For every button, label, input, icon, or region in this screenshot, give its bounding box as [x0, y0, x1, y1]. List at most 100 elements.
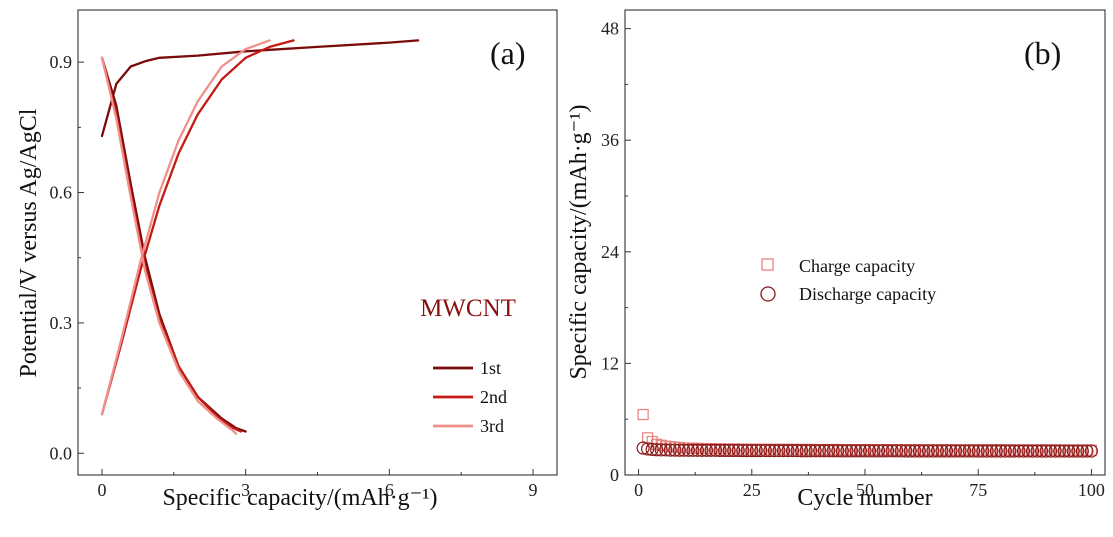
- cycle-2-charge-curve: [100, 39, 295, 416]
- discharge-capacity-point: [971, 444, 985, 458]
- discharge-capacity-point: [795, 444, 809, 458]
- discharge-capacity-point: [1030, 444, 1044, 458]
- cycle-3-charge-curve: [100, 39, 271, 416]
- discharge-capacity-point: [1021, 444, 1035, 458]
- series-discharge-markers: [636, 441, 1099, 458]
- discharge-capacity-point: [908, 444, 922, 458]
- discharge-capacity-point: [731, 443, 745, 458]
- panel-a-y-axis-title: Potential/V versus Ag/AgCl: [16, 108, 42, 377]
- discharge-capacity-point: [1075, 444, 1089, 458]
- x-tick-label: 3: [241, 480, 250, 500]
- x-tick-label: 0: [97, 480, 106, 500]
- discharge-capacity-point: [980, 444, 994, 458]
- discharge-capacity-point: [903, 444, 917, 458]
- discharge-capacity-point: [912, 444, 926, 458]
- discharge-capacity-point: [722, 443, 736, 458]
- discharge-capacity-point: [654, 443, 668, 457]
- discharge-capacity-point: [1039, 444, 1053, 458]
- y-tick-label: 48: [601, 19, 619, 39]
- discharge-capacity-point: [808, 444, 822, 458]
- discharge-capacity-point: [921, 444, 935, 458]
- discharge-capacity-point: [1044, 444, 1058, 458]
- discharge-capacity-point: [1035, 444, 1049, 458]
- discharge-capacity-point: [876, 444, 890, 458]
- discharge-capacity-point: [1016, 444, 1031, 458]
- discharge-capacity-point: [948, 444, 963, 458]
- discharge-capacity-point: [831, 444, 845, 458]
- discharge-capacity-point: [790, 444, 804, 458]
- y-tick-label: 36: [601, 130, 619, 150]
- discharge-capacity-point: [858, 444, 872, 458]
- discharge-capacity-point: [699, 443, 714, 457]
- y-tick-label: 0.6: [50, 183, 73, 203]
- discharge-capacity-point: [899, 444, 913, 458]
- discharge-capacity-point: [772, 444, 786, 458]
- discharge-capacity-point: [944, 444, 958, 458]
- discharge-capacity-point: [1084, 444, 1099, 458]
- legend-charge-label: Charge capacity: [799, 256, 915, 276]
- discharge-capacity-point: [844, 444, 859, 458]
- y-tick-label: 12: [601, 353, 619, 373]
- discharge-capacity-point: [962, 444, 976, 458]
- discharge-capacity-point: [989, 444, 1003, 458]
- discharge-capacity-point: [736, 443, 750, 458]
- discharge-capacity-point: [754, 443, 768, 458]
- discharge-capacity-point: [763, 444, 777, 458]
- discharge-capacity-point: [718, 443, 732, 458]
- discharge-capacity-point: [1053, 444, 1067, 458]
- x-tick-label: 100: [1078, 480, 1105, 500]
- discharge-capacity-point: [953, 444, 967, 458]
- y-tick-label: 0.9: [50, 52, 73, 72]
- x-tick-label: 0: [634, 480, 643, 500]
- discharge-capacity-point: [745, 443, 759, 458]
- panel-b-chart: (b) Cycle number Specific capacity/(mAh·…: [566, 9, 1106, 511]
- legend-charge-marker: [761, 258, 774, 271]
- discharge-capacity-point: [1048, 444, 1062, 458]
- discharge-capacity-point: [967, 444, 981, 458]
- discharge-capacity-point: [976, 444, 990, 458]
- discharge-capacity-point: [813, 444, 827, 458]
- discharge-capacity-point: [1012, 444, 1026, 458]
- discharge-capacity-point: [659, 443, 673, 457]
- discharge-capacity-point: [645, 442, 659, 457]
- discharge-capacity-point: [1003, 444, 1017, 458]
- cycle-2-discharge-curve: [100, 56, 243, 433]
- discharge-capacity-point: [1007, 444, 1022, 458]
- cycle-1-discharge-curve: [100, 56, 247, 433]
- discharge-capacity-point: [867, 444, 881, 458]
- discharge-capacity-point: [636, 441, 650, 455]
- cycle-1-charge-curve: [100, 39, 420, 138]
- discharge-capacity-point: [826, 444, 840, 458]
- panel-b-y-axis-title: Specific capacity/(mAh·g⁻¹): [566, 104, 592, 379]
- discharge-capacity-point: [885, 444, 899, 458]
- discharge-capacity-point: [849, 444, 863, 458]
- legend-discharge-marker: [760, 286, 776, 302]
- discharge-capacity-point: [894, 444, 908, 458]
- charge-capacity-point: [637, 408, 649, 421]
- discharge-capacity-point: [681, 443, 695, 457]
- discharge-capacity-point: [1025, 444, 1040, 458]
- cycle-3-discharge-curve: [100, 56, 238, 435]
- discharge-capacity-point: [881, 444, 895, 458]
- discharge-capacity-point: [668, 443, 682, 457]
- discharge-capacity-point: [1062, 444, 1076, 458]
- discharge-capacity-point: [641, 442, 655, 456]
- panel-a-label: (a): [490, 35, 526, 71]
- discharge-capacity-point: [930, 444, 945, 458]
- panel-a-material-annotation: MWCNT: [420, 295, 516, 322]
- discharge-capacity-point: [917, 444, 931, 458]
- discharge-capacity-point: [890, 444, 904, 458]
- x-tick-label: 75: [969, 480, 987, 500]
- panel-b-legend: Charge capacity Discharge capacity: [760, 256, 936, 304]
- discharge-capacity-point: [785, 444, 800, 458]
- discharge-capacity-point: [713, 443, 727, 458]
- discharge-capacity-point: [740, 443, 754, 458]
- legend-label-cycle-3: 3rd: [480, 416, 504, 436]
- discharge-capacity-point: [935, 444, 949, 458]
- discharge-capacity-point: [776, 444, 791, 458]
- discharge-capacity-point: [690, 443, 705, 457]
- legend-label-cycle-1: 1st: [480, 358, 501, 378]
- discharge-capacity-point: [804, 444, 818, 458]
- x-tick-label: 25: [743, 480, 761, 500]
- y-tick-label: 0.3: [50, 313, 73, 333]
